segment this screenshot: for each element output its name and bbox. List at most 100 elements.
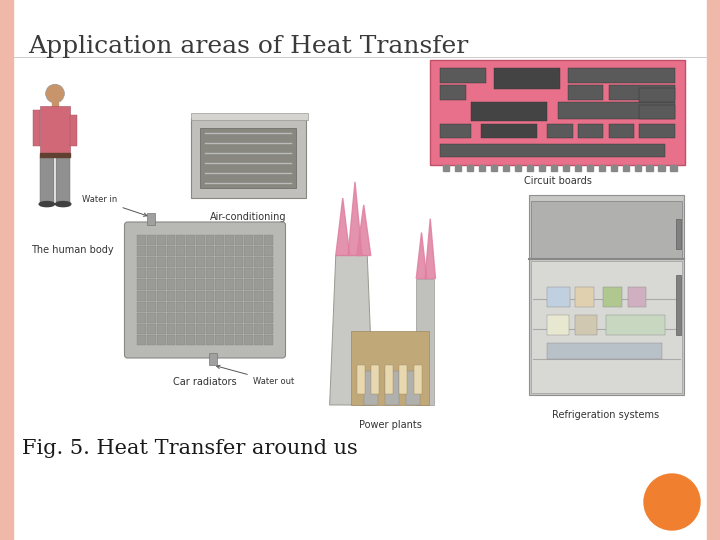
Bar xyxy=(205,279,215,289)
Bar xyxy=(254,302,263,312)
Bar xyxy=(205,324,215,334)
Bar xyxy=(157,302,166,312)
Bar xyxy=(147,291,156,301)
Bar xyxy=(138,234,146,245)
Bar xyxy=(186,246,194,256)
Bar xyxy=(225,234,234,245)
Bar xyxy=(254,234,263,245)
Bar xyxy=(567,69,675,83)
Bar xyxy=(147,324,156,334)
Bar xyxy=(245,257,253,267)
Bar xyxy=(196,246,204,256)
Bar xyxy=(147,268,156,278)
Bar xyxy=(205,302,215,312)
Bar xyxy=(528,195,683,395)
Bar xyxy=(205,291,215,301)
Bar xyxy=(547,124,573,138)
Bar xyxy=(176,302,185,312)
Bar xyxy=(623,165,629,171)
Bar xyxy=(186,313,194,323)
Bar xyxy=(364,370,378,405)
Bar xyxy=(138,324,146,334)
Text: Water in: Water in xyxy=(82,195,147,217)
Bar xyxy=(547,343,662,359)
Bar xyxy=(205,268,215,278)
Bar xyxy=(147,234,156,245)
Bar xyxy=(215,234,224,245)
Bar xyxy=(245,302,253,312)
Bar xyxy=(176,257,185,267)
Bar xyxy=(138,257,146,267)
Bar xyxy=(235,324,243,334)
Bar xyxy=(196,291,204,301)
Bar xyxy=(467,165,473,171)
Bar xyxy=(215,324,224,334)
Text: Car radiators: Car radiators xyxy=(174,377,237,387)
Bar xyxy=(587,165,593,171)
Bar xyxy=(245,313,253,323)
Bar xyxy=(639,89,675,102)
Bar xyxy=(166,313,175,323)
Bar xyxy=(138,335,146,346)
Bar xyxy=(443,165,449,171)
Bar xyxy=(52,97,58,105)
Bar xyxy=(40,153,71,157)
Text: Water out: Water out xyxy=(217,365,294,386)
Bar xyxy=(176,324,185,334)
Bar xyxy=(166,302,175,312)
Bar xyxy=(675,275,680,335)
Bar xyxy=(264,234,273,245)
Bar xyxy=(430,60,685,165)
Bar xyxy=(567,85,603,100)
Bar xyxy=(166,324,175,334)
Bar xyxy=(264,335,273,346)
Bar xyxy=(205,257,215,267)
Bar xyxy=(225,302,234,312)
Text: Application areas of Heat Transfer: Application areas of Heat Transfer xyxy=(28,35,468,58)
Bar xyxy=(264,246,273,256)
Bar xyxy=(628,287,647,307)
Bar xyxy=(557,102,675,119)
Bar xyxy=(157,257,166,267)
Bar xyxy=(205,313,215,323)
Bar xyxy=(157,313,166,323)
Bar xyxy=(166,246,175,256)
Bar xyxy=(235,313,243,323)
Bar xyxy=(235,257,243,267)
Bar xyxy=(196,335,204,346)
Bar xyxy=(147,279,156,289)
Bar xyxy=(611,165,617,171)
Bar xyxy=(147,302,156,312)
Bar xyxy=(245,246,253,256)
Text: Air-conditioning
systems: Air-conditioning systems xyxy=(210,212,287,234)
Bar xyxy=(147,257,156,267)
Bar xyxy=(191,118,305,198)
Bar xyxy=(245,291,253,301)
Bar xyxy=(186,268,194,278)
Bar xyxy=(147,313,156,323)
Polygon shape xyxy=(330,255,374,405)
Bar xyxy=(196,324,204,334)
Bar xyxy=(196,302,204,312)
Polygon shape xyxy=(356,205,371,255)
Bar xyxy=(479,165,485,171)
Bar xyxy=(196,279,204,289)
Bar xyxy=(196,268,204,278)
Bar xyxy=(138,246,146,256)
Bar xyxy=(707,0,720,540)
Bar xyxy=(264,302,273,312)
Bar xyxy=(440,124,471,138)
Polygon shape xyxy=(348,182,362,255)
Bar xyxy=(186,302,194,312)
Bar xyxy=(215,291,224,301)
Bar xyxy=(494,69,560,90)
Bar xyxy=(634,165,641,171)
Bar xyxy=(71,115,77,146)
Bar xyxy=(235,279,243,289)
Bar xyxy=(157,268,166,278)
Bar xyxy=(245,335,253,346)
Bar xyxy=(670,165,677,171)
Bar xyxy=(186,324,194,334)
Bar xyxy=(264,279,273,289)
Bar xyxy=(491,165,497,171)
